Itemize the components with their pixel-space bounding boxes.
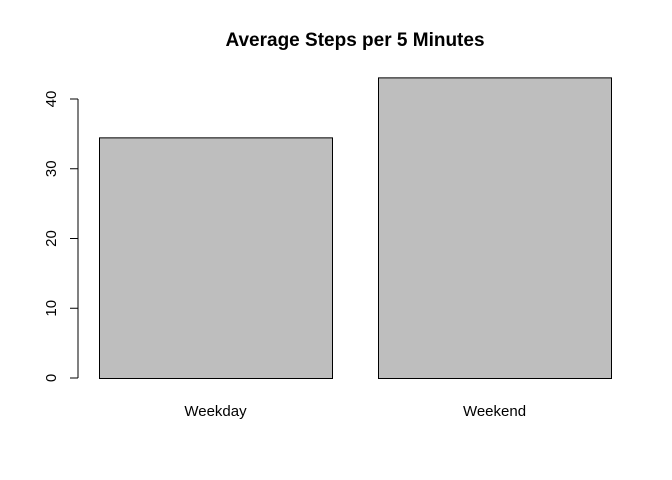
bars-group xyxy=(99,77,612,379)
y-tick-label: 30 xyxy=(43,160,60,177)
y-tick-label: 40 xyxy=(43,91,60,108)
chart-title: Average Steps per 5 Minutes xyxy=(225,30,484,51)
y-tick-label: 10 xyxy=(43,300,60,317)
x-category-label: Weekend xyxy=(463,403,526,420)
x-axis-labels: Weekday Weekend xyxy=(184,403,526,420)
y-tick-label: 20 xyxy=(43,230,60,247)
bar-weekday xyxy=(99,137,333,379)
y-axis: 0 10 20 30 40 xyxy=(43,91,79,382)
y-tick-label: 0 xyxy=(43,374,60,382)
x-category-label: Weekday xyxy=(184,403,247,420)
bar-weekend xyxy=(378,77,612,379)
